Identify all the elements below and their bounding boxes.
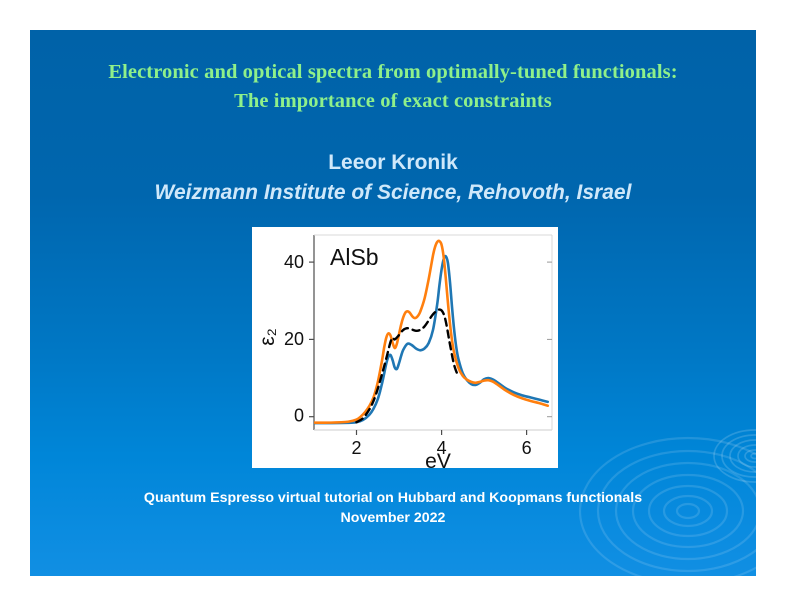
author-affiliation: Weizmann Institute of Science, Rehovoth,… <box>154 181 632 205</box>
figure-panel: 0 20 40 2 4 6 <box>252 227 558 468</box>
title-line-1: Electronic and optical spectra from opti… <box>108 61 678 83</box>
curve-orange-curve <box>314 239 550 424</box>
y-axis-label: ε₂ <box>256 328 279 346</box>
footer-line-2: November 2022 <box>340 510 446 527</box>
spectrum-chart: 0 20 40 2 4 6 <box>252 227 558 468</box>
title-line-2: The importance of exact constraints <box>234 90 552 113</box>
chart-annotation-alsb: AlSb <box>330 244 379 270</box>
footer-line-1: Quantum Espresso virtual tutorial on Hub… <box>143 490 643 506</box>
ripple-watermark-large <box>570 425 756 576</box>
x-tick-label-4: 4 <box>437 438 447 458</box>
y-axis-ticks: 0 20 40 <box>284 252 314 426</box>
author-block: Leeor Kronik Weizmann Institute of Scien… <box>30 148 756 209</box>
x-axis-label: eV <box>425 450 451 468</box>
slide-panel: Electronic and optical spectra from opti… <box>30 30 756 576</box>
x-tick-label-6: 6 <box>522 438 532 458</box>
y-tick-label-0: 0 <box>294 406 304 426</box>
right-axis-ticks <box>547 261 552 418</box>
chart-curves <box>314 239 550 425</box>
ripple-small-svg <box>713 429 756 483</box>
chart-axes <box>313 234 553 431</box>
ripple-watermark-small <box>710 425 756 487</box>
ripple-large-svg <box>578 436 756 576</box>
author-name: Leeor Kronik <box>328 151 458 174</box>
footer-block: Quantum Espresso virtual tutorial on Hub… <box>30 488 756 528</box>
y-tick-label-20: 20 <box>284 329 304 349</box>
curve-black-dashed-curve <box>355 308 460 424</box>
x-axis-ticks: 2 4 6 <box>351 430 532 458</box>
x-tick-label-2: 2 <box>351 438 361 458</box>
curve-blue-curve <box>314 254 550 425</box>
y-tick-label-40: 40 <box>284 252 304 272</box>
page-title: Electronic and optical spectra from opti… <box>30 58 756 116</box>
